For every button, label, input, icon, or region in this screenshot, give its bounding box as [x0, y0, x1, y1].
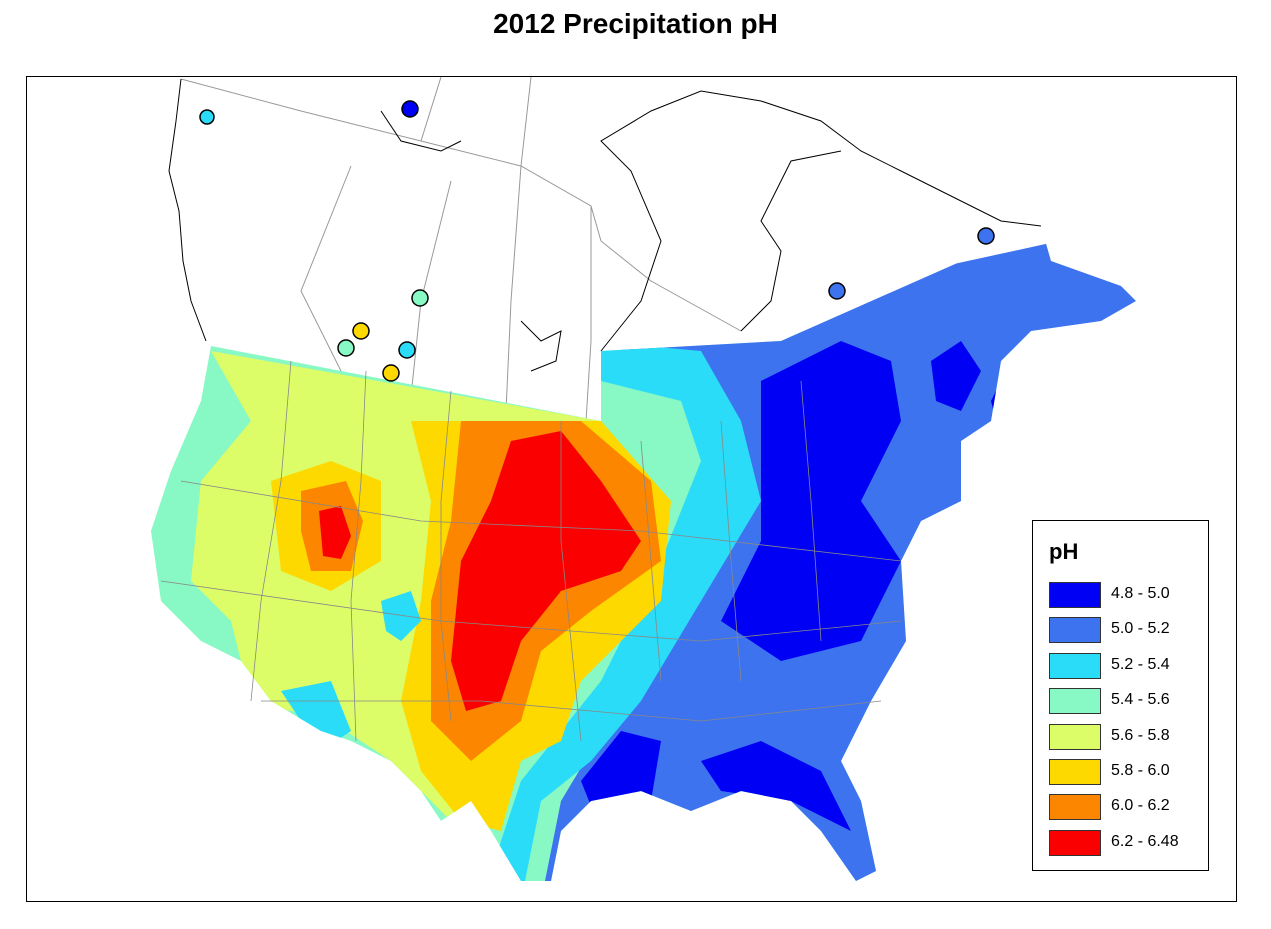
legend-label: 5.0 - 5.2 [1111, 620, 1170, 638]
legend-item: 6.2 - 6.48 [1049, 829, 1209, 858]
station-markers [199, 100, 995, 382]
legend-label: 5.8 - 6.0 [1111, 762, 1170, 779]
legend-swatch [1049, 688, 1101, 715]
precipitation-map [151, 77, 1136, 881]
map-title: 2012 Precipitation pH [493, 8, 778, 39]
legend-item: 4.8 - 5.0 [1049, 582, 1209, 610]
ph-contours [151, 226, 1136, 881]
legend-label: 4.8 - 5.0 [1111, 585, 1170, 602]
legend: pH 4.8 - 5.0 5.0 - 5.2 5.2 - 5.4 5.4 - 5.6 5… [1032, 520, 1209, 871]
legend-swatch [1049, 652, 1101, 679]
legend-label: 5.2 - 5.4 [1111, 655, 1170, 673]
canada-outlines [180, 77, 742, 422]
legend-swatch [1049, 617, 1101, 644]
legend-label: 6.0 - 6.2 [1111, 797, 1170, 815]
legend-item: 5.6 - 5.8 [1049, 723, 1209, 752]
legend-swatch [1049, 582, 1101, 608]
coastline [168, 78, 1042, 372]
legend-item: 5.8 - 6.0 [1049, 759, 1209, 787]
legend-label: 5.4 - 5.6 [1111, 691, 1170, 709]
legend-label: 6.2 - 6.48 [1111, 832, 1179, 850]
legend-swatch [1049, 759, 1101, 785]
map-frame [26, 76, 1237, 902]
legend-item: 5.0 - 5.2 [1049, 617, 1209, 645]
legend-title: pH [1049, 539, 1079, 564]
legend-item: 6.0 - 6.2 [1049, 794, 1209, 822]
legend-swatch [1049, 723, 1101, 750]
state-outlines [160, 360, 902, 742]
legend-item: 5.2 - 5.4 [1049, 652, 1209, 681]
legend-swatch [1049, 794, 1101, 821]
legend-item: 5.4 - 5.6 [1049, 688, 1209, 716]
legend-label: 5.6 - 5.8 [1111, 726, 1170, 744]
legend-swatch [1049, 829, 1101, 856]
